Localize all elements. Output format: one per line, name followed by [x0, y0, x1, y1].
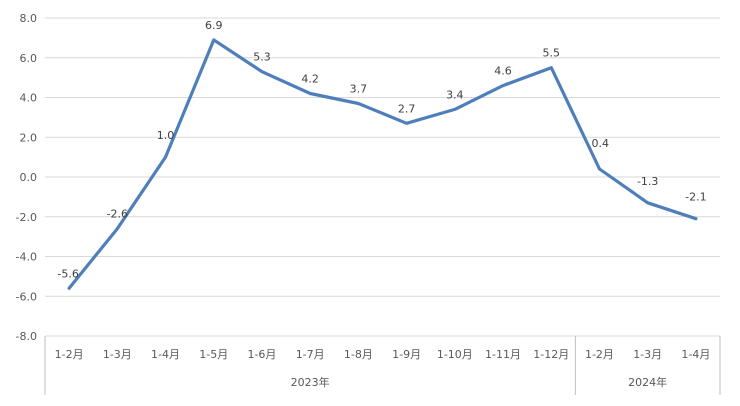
data-label: 4.6: [494, 65, 512, 78]
series-line: [67, 38, 698, 290]
y-tick-label: 2.0: [20, 131, 38, 144]
gridlines: [45, 17, 720, 337]
x-tick-label: 1-10月: [437, 348, 473, 361]
x-tick-label: 1-3月: [633, 348, 662, 361]
x-group-label: 2023年: [291, 375, 330, 389]
y-tick-label: 6.0: [20, 52, 38, 65]
y-tick-label: -6.0: [16, 290, 37, 303]
x-tick-label: 1-9月: [392, 348, 421, 361]
y-tick-label: -2.0: [16, 211, 37, 224]
x-tick-label: 1-3月: [103, 348, 132, 361]
x-tick-label: 1-12月: [533, 348, 569, 361]
y-axis-ticks: 8.0 6.0 4.0 2.0 0.0 -2.0 -4.0 -6.0 -8.0: [16, 12, 37, 343]
data-label: -2.1: [685, 191, 706, 204]
y-tick-label: 0.0: [20, 171, 38, 184]
x-tick-label: 1-2月: [585, 348, 614, 361]
x-tick-label: 1-4月: [151, 348, 180, 361]
data-label: 3.4: [446, 88, 464, 101]
data-labels: -5.6 -2.6 1.0 6.9 5.3 4.2 3.7 2.7 3.4 4.6 5.5 0.4 -1…: [57, 19, 706, 280]
data-label: -2.6: [107, 208, 128, 221]
data-label: -5.6: [57, 267, 78, 280]
data-label: 0.4: [591, 137, 609, 150]
data-label: 5.3: [253, 51, 271, 64]
x-tick-label: 1-11月: [485, 348, 521, 361]
x-tick-label: 1-4月: [681, 348, 710, 361]
x-tick-label: 1-7月: [296, 348, 325, 361]
y-tick-label: -4.0: [16, 251, 37, 264]
data-label: -1.3: [637, 175, 658, 188]
data-label: 6.9: [205, 19, 223, 32]
x-tick-label: 1-8月: [344, 348, 373, 361]
y-tick-label: 8.0: [20, 12, 38, 25]
y-tick-label: 4.0: [20, 92, 38, 105]
series-line-layer: [67, 38, 698, 290]
data-label: 2.7: [398, 102, 416, 115]
data-label: 1.0: [157, 129, 175, 142]
x-tick-label: 1-2月: [55, 348, 84, 361]
data-label: 4.2: [301, 73, 319, 86]
data-label: 5.5: [543, 47, 561, 60]
x-tick-label: 1-6月: [247, 348, 276, 361]
data-label: 3.7: [350, 82, 368, 95]
x-group-label: 2024年: [628, 375, 667, 389]
y-tick-label: -8.0: [16, 330, 37, 343]
x-tick-label: 1-5月: [199, 348, 228, 361]
x-axis: 1-2月 1-3月 1-4月 1-5月 1-6月 1-7月 1-8月 1-9月 1-10月 1-1…: [44, 336, 721, 395]
